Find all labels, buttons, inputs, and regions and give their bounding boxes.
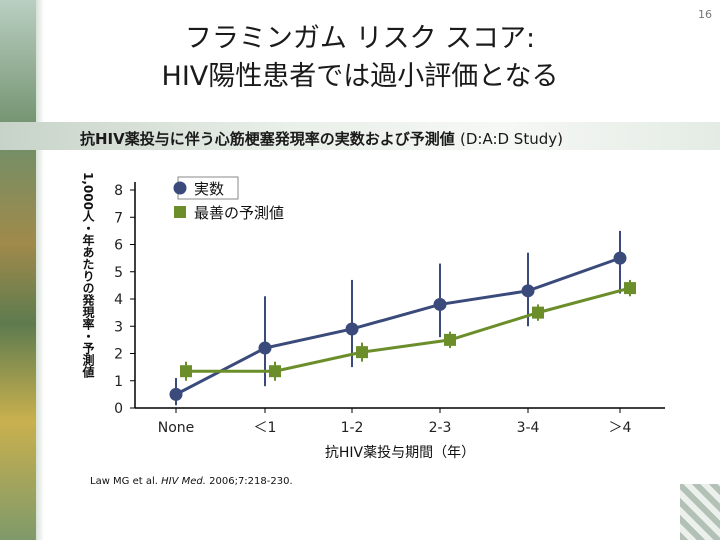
series-line (186, 286, 631, 373)
data-point-predicted (180, 365, 192, 378)
legend-label-observed: 実数 (194, 180, 224, 198)
legend-label-predicted: 最善の予測値 (194, 204, 284, 222)
x-tick-label: ＞4 (609, 420, 632, 436)
data-point-predicted (356, 346, 368, 359)
x-tick-label: 3-4 (517, 420, 540, 436)
legend-marker-predicted (174, 206, 186, 218)
y-tick-label: 6 (114, 238, 123, 254)
background-band (0, 122, 720, 150)
y-tick-label: 1 (114, 374, 123, 390)
x-tick-label: 1-2 (341, 420, 364, 436)
data-point-observed (521, 284, 535, 298)
data-point-predicted (624, 282, 636, 295)
y-tick-label: 0 (114, 401, 123, 417)
y-tick-label: 7 (114, 210, 123, 226)
y-tick-label: 8 (114, 183, 123, 199)
y-tick-label: 2 (114, 347, 123, 363)
data-point-predicted (444, 333, 456, 346)
y-tick-label: 3 (114, 319, 123, 335)
citation-prefix: Law MG et al. (90, 476, 158, 487)
data-point-observed (169, 387, 183, 401)
data-point-observed (258, 341, 272, 355)
data-point-predicted (532, 306, 544, 319)
x-axis-label: 抗HIV薬投与期間（年） (325, 445, 475, 461)
background-left-strip (0, 0, 36, 540)
x-tick-label: ＜1 (254, 420, 277, 436)
x-tick-label: None (158, 420, 195, 436)
x-tick-label: 2-3 (429, 420, 452, 436)
background-left-edge (36, 0, 44, 540)
y-axis-label: 1,000人・年あたりの発現率・予測値 (81, 172, 95, 378)
chart-subtitle: 抗HIV薬投与に伴う心筋梗塞発現率の実数および予測値 (D:A:D Study) (80, 128, 563, 149)
slide-title-line2: HIV陽性患者では過小評価となる (161, 61, 559, 92)
y-tick-label: 4 (114, 292, 123, 308)
citation: Law MG et al. HIV Med. 2006;7:218-230. (90, 476, 293, 487)
citation-suffix: 2006;7:218-230. (209, 476, 293, 487)
series-line (175, 256, 621, 396)
background-corner-pattern (680, 484, 720, 540)
citation-journal: HIV Med. (161, 476, 206, 487)
chart-subtitle-main: 抗HIV薬投与に伴う心筋梗塞発現率の実数および予測値 (80, 130, 455, 148)
slide-number: 16 (698, 8, 712, 21)
slide-title-line1: フラミンガム リスク スコア: (184, 23, 536, 54)
data-point-predicted (269, 365, 281, 378)
data-point-observed (613, 251, 627, 265)
data-point-observed (433, 297, 447, 311)
data-point-observed (345, 322, 359, 336)
chart-subtitle-study: (D:A:D Study) (459, 130, 563, 148)
y-tick-label: 5 (114, 265, 123, 281)
legend-marker-observed (173, 181, 187, 195)
